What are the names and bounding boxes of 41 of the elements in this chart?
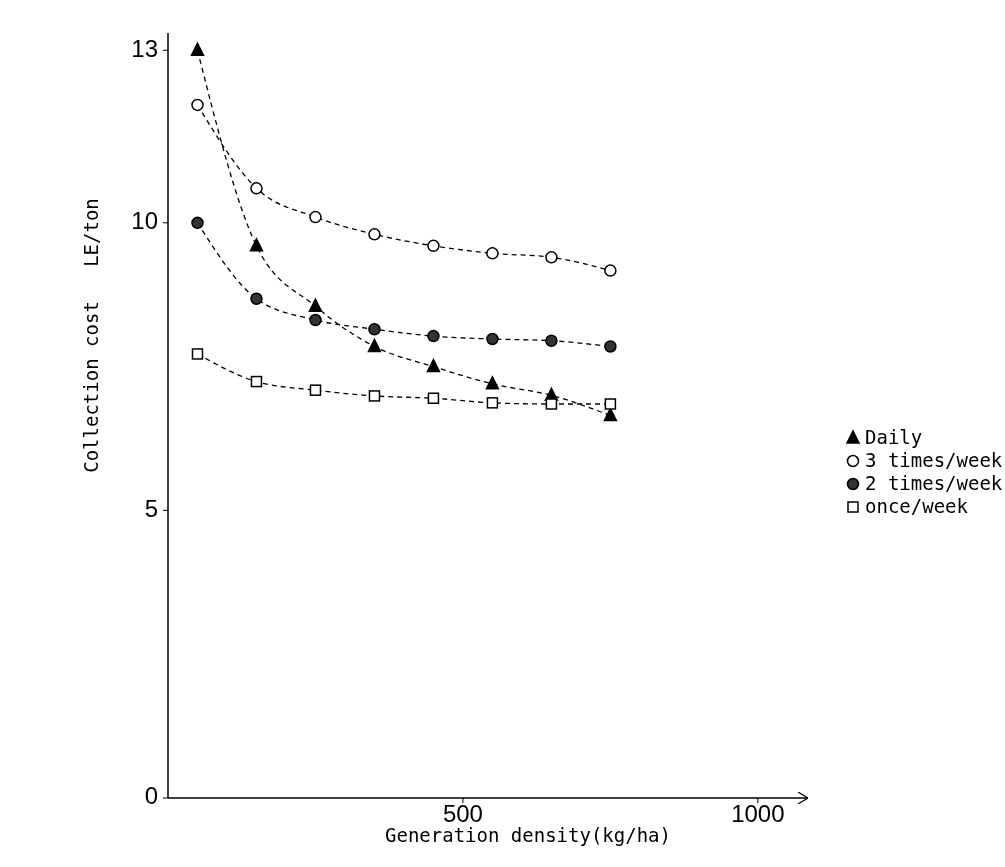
point bbox=[249, 238, 264, 252]
point bbox=[367, 338, 382, 353]
point bbox=[250, 292, 263, 305]
point bbox=[426, 358, 441, 373]
point bbox=[309, 313, 322, 327]
point bbox=[603, 407, 618, 422]
point bbox=[309, 210, 322, 224]
point bbox=[486, 332, 499, 346]
legend-label: once/week bbox=[865, 494, 969, 517]
point bbox=[485, 376, 500, 390]
y-tick-label: 10 bbox=[131, 207, 158, 235]
point bbox=[250, 182, 263, 195]
point bbox=[191, 348, 204, 360]
x-tick-label: 1000 bbox=[731, 800, 785, 828]
point bbox=[191, 216, 204, 230]
point bbox=[486, 247, 499, 260]
legend-label: Daily bbox=[865, 425, 923, 448]
y-tick-label: 0 bbox=[144, 782, 158, 810]
point bbox=[427, 392, 440, 404]
point bbox=[545, 251, 558, 264]
point bbox=[486, 397, 499, 409]
point bbox=[368, 322, 381, 336]
point bbox=[368, 228, 381, 241]
point bbox=[368, 390, 381, 402]
point bbox=[604, 340, 617, 353]
legend-label: 2 times/week bbox=[865, 471, 1003, 494]
point bbox=[427, 329, 440, 343]
point bbox=[427, 239, 440, 253]
point bbox=[191, 98, 204, 112]
point bbox=[309, 384, 322, 396]
y-tick-label: 13 bbox=[131, 34, 158, 62]
legend-label: 3 times/week bbox=[865, 448, 1003, 471]
point bbox=[308, 298, 323, 312]
y-tick-label: 5 bbox=[144, 494, 158, 522]
point bbox=[604, 264, 617, 277]
y-axis-title: Collection cost LE/ton bbox=[80, 198, 102, 473]
point bbox=[545, 398, 558, 410]
point bbox=[604, 398, 617, 410]
point bbox=[190, 42, 205, 57]
point bbox=[545, 334, 558, 347]
point bbox=[250, 375, 263, 388]
